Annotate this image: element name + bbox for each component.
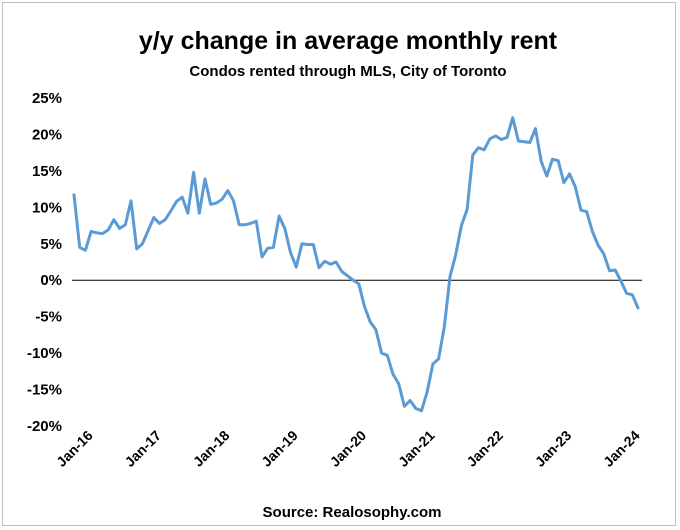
y-tick-label: 5% bbox=[40, 236, 62, 253]
y-tick-label: 15% bbox=[32, 163, 62, 180]
y-tick-label: 20% bbox=[32, 126, 62, 143]
x-tick-label: Jan-19 bbox=[258, 427, 301, 470]
x-tick-label: Jan-22 bbox=[463, 427, 506, 470]
y-tick-label: 25% bbox=[32, 90, 62, 107]
y-tick-label: -15% bbox=[27, 382, 62, 399]
chart-subtitle: Condos rented through MLS, City of Toron… bbox=[189, 63, 506, 80]
x-axis: Jan-16 Jan-17 Jan-18 Jan-19 Jan-20 Jan-21 Jan-… bbox=[53, 427, 643, 470]
y-tick-label: -10% bbox=[27, 345, 62, 362]
y-tick-label: -20% bbox=[27, 418, 62, 435]
x-tick-label: Jan-17 bbox=[121, 427, 164, 470]
y-tick-label: -5% bbox=[35, 309, 62, 326]
x-tick-label: Jan-24 bbox=[600, 427, 643, 470]
y-axis: 25% 20% 15% 10% 5% 0% -5% -10% -15% -20% bbox=[27, 90, 62, 435]
x-tick-label: Jan-18 bbox=[190, 427, 233, 470]
series-line-rent-change bbox=[72, 116, 640, 413]
x-tick-label: Jan-20 bbox=[327, 427, 370, 470]
y-tick-label: 0% bbox=[40, 272, 62, 289]
x-tick-label: Jan-21 bbox=[395, 427, 438, 470]
chart-title: y/y change in average monthly rent bbox=[139, 27, 558, 55]
x-tick-label: Jan-23 bbox=[532, 427, 575, 470]
source-note: Source: Realosophy.com bbox=[263, 504, 442, 521]
y-tick-label: 10% bbox=[32, 199, 62, 216]
